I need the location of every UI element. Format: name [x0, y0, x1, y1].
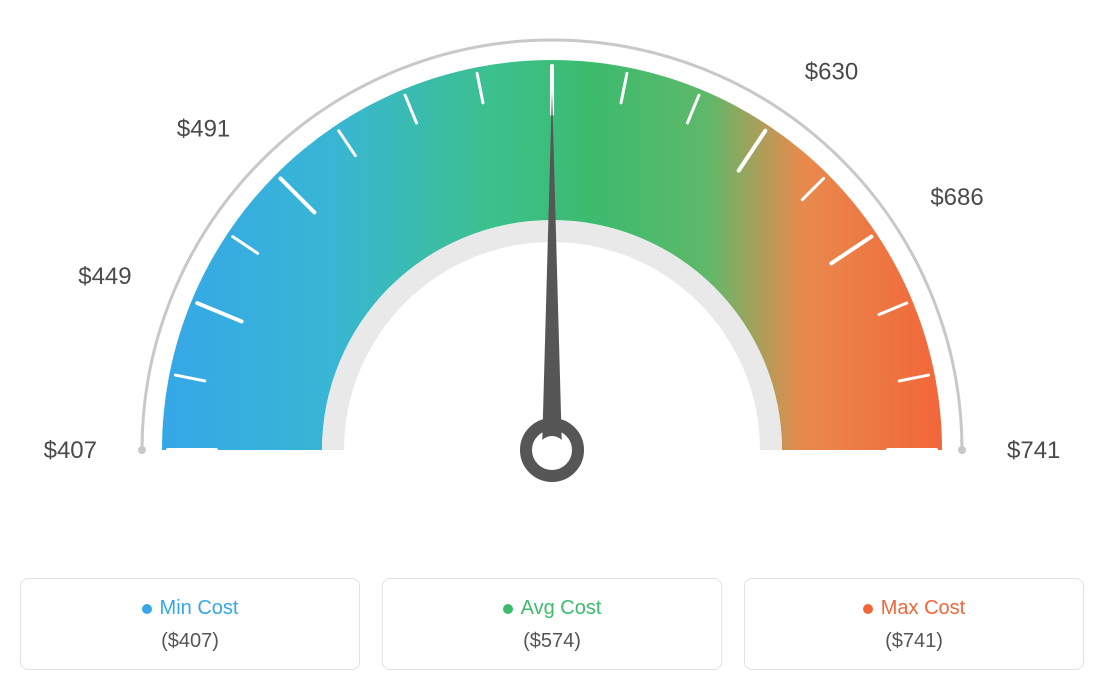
legend-label-max: Max Cost [881, 597, 965, 620]
legend-top-max: Max Cost [863, 597, 965, 620]
legend-card-min: Min Cost ($407) [20, 578, 360, 670]
gauge-tick-label: $407 [44, 437, 97, 464]
gauge-tick-label: $491 [177, 115, 230, 142]
legend-top-min: Min Cost [142, 597, 239, 620]
legend-value-max: ($741) [885, 630, 943, 653]
dot-icon [503, 604, 513, 614]
legend-value-min: ($407) [161, 630, 219, 653]
legend-label-min: Min Cost [160, 597, 239, 620]
legend-row: Min Cost ($407) Avg Cost ($574) Max Cost… [20, 578, 1084, 670]
gauge-tick-label: $686 [930, 184, 983, 211]
gauge-tick-label: $449 [78, 263, 131, 290]
legend-label-avg: Avg Cost [521, 597, 602, 620]
legend-card-avg: Avg Cost ($574) [382, 578, 722, 670]
gauge-svg: $407$449$491$574$630$686$741 [20, 20, 1084, 560]
legend-top-avg: Avg Cost [503, 597, 602, 620]
gauge-tick-label: $741 [1007, 437, 1060, 464]
dot-icon [142, 604, 152, 614]
dot-icon [863, 604, 873, 614]
cost-gauge-chart: $407$449$491$574$630$686$741 Min Cost ($… [20, 20, 1084, 670]
gauge-tick-label: $630 [805, 59, 858, 86]
legend-value-avg: ($574) [523, 630, 581, 653]
legend-card-max: Max Cost ($741) [744, 578, 1084, 670]
